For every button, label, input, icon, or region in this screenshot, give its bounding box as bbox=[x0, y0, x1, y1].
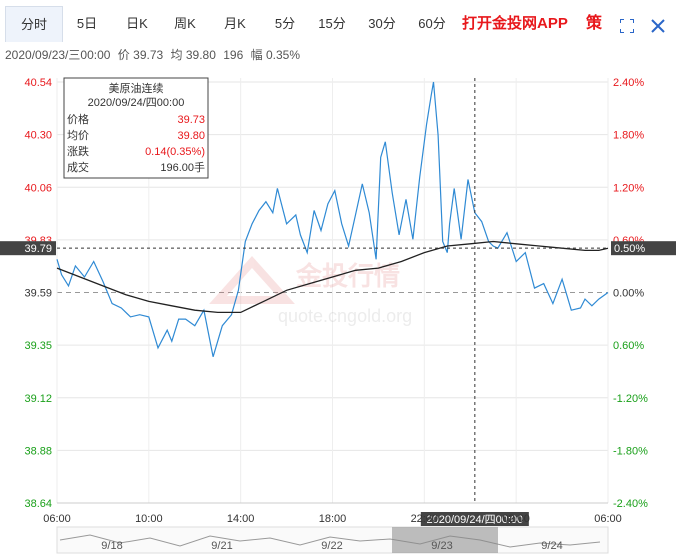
navigator-date-label: 9/21 bbox=[211, 540, 232, 552]
x-axis: 06:00 10:00 14:00 18:00 22:00 02:00 06:00 bbox=[43, 513, 622, 525]
tooltip-row-value: 196.00手 bbox=[160, 160, 205, 174]
x-tick-label: 06:00 bbox=[43, 513, 71, 525]
y-tick-price: 39.35 bbox=[24, 340, 52, 352]
info-price: 39.73 bbox=[133, 48, 164, 62]
navigator-date-label: 9/22 bbox=[321, 540, 342, 552]
crosshair-price-bg bbox=[0, 241, 56, 256]
tab-monthly-k[interactable]: 月K bbox=[224, 16, 246, 31]
info-avg: 39.80 bbox=[185, 48, 216, 62]
navigator: 9/18 9/21 9/22 9/23 9/24 bbox=[56, 526, 609, 554]
y-axis-right: 2.40%1.80%1.20%0.60%0.00%0.60%-1.20%-1.8… bbox=[613, 77, 648, 510]
price-line bbox=[56, 81, 609, 357]
navigator-date-label: 9/24 bbox=[541, 540, 562, 552]
y-tick-pct: 2.40% bbox=[613, 77, 644, 89]
x-tick-label: 06:00 bbox=[594, 513, 622, 525]
crosshair-pct: 0.50% bbox=[614, 243, 645, 255]
info-range: 0.35% bbox=[265, 48, 301, 62]
tooltip-row-value: 39.73 bbox=[177, 114, 205, 126]
crosshair-time: 2020/09/24/四00:00 bbox=[427, 514, 524, 526]
tab-daily-k[interactable]: 日K bbox=[126, 16, 148, 31]
chart-grid bbox=[56, 78, 609, 504]
y-tick-price: 40.54 bbox=[24, 77, 52, 89]
crosshair-price: 39.79 bbox=[24, 243, 52, 255]
tooltip-frame bbox=[63, 77, 209, 179]
x-tick-label: 22:00 bbox=[411, 513, 439, 525]
tooltip-row-label: 价格 bbox=[67, 112, 89, 126]
tooltip-row-label: 成交 bbox=[67, 160, 89, 174]
y-tick-pct: 1.80% bbox=[613, 130, 644, 142]
chart-series bbox=[56, 81, 609, 357]
crosshair: 39.79 0.50% 2020/09/24/四00:00 bbox=[0, 78, 676, 526]
crosshair-pct-bg bbox=[611, 241, 676, 256]
y-tick-pct: 0.00% bbox=[613, 288, 644, 300]
tooltip-row-label: 均价 bbox=[67, 129, 89, 142]
tab-intraday[interactable]: 分时 bbox=[5, 6, 63, 42]
y-tick-pct: -1.20% bbox=[613, 393, 648, 405]
tooltip-row-value: 39.80 bbox=[177, 130, 205, 142]
info-avg-label: 均 bbox=[170, 48, 183, 62]
tab-30min[interactable]: 30分 bbox=[368, 16, 396, 31]
y-tick-price: 38.88 bbox=[24, 445, 52, 457]
x-tick-label: 10:00 bbox=[135, 513, 163, 525]
tab-15min[interactable]: 15分 bbox=[318, 16, 346, 31]
tab-5min[interactable]: 5分 bbox=[274, 16, 296, 31]
y-tick-pct: -2.40% bbox=[613, 498, 648, 510]
watermark-url: quote.cngold.org bbox=[278, 306, 412, 326]
navigator-date-label: 9/23 bbox=[431, 540, 452, 552]
info-bar: 2020/09/23/三00:00 价 39.73 均 39.80 196 幅 … bbox=[5, 46, 300, 63]
y-tick-price: 39.12 bbox=[24, 393, 52, 405]
navigator-line bbox=[59, 534, 601, 548]
x-tick-label: 02:00 bbox=[502, 513, 530, 525]
info-range-label: 幅 bbox=[250, 48, 263, 62]
navigator-frame bbox=[56, 526, 609, 554]
navigator-selection bbox=[392, 527, 498, 553]
info-datetime: 2020/09/23/三00:00 bbox=[5, 48, 111, 62]
tooltip-row-label: 涨跌 bbox=[67, 144, 89, 158]
period-tabs: 分时 5日 日K 周K 月K 5分 15分 30分 60分 打开金投网APP 策 bbox=[0, 6, 676, 42]
x-tick-label: 14:00 bbox=[227, 513, 255, 525]
close-icon[interactable] bbox=[651, 19, 665, 33]
y-tick-pct: 0.60% bbox=[613, 340, 644, 352]
open-app-link[interactable]: 打开金投网APP bbox=[462, 15, 568, 32]
y-axis-left: 40.5440.3040.0639.8339.5939.3539.1238.88… bbox=[24, 77, 52, 510]
tooltip-datetime: 2020/09/24/四00:00 bbox=[88, 97, 185, 109]
crosshair-time-bg bbox=[420, 512, 529, 526]
y-tick-price: 40.30 bbox=[24, 130, 52, 142]
y-tick-price: 39.59 bbox=[24, 288, 52, 300]
policy-button[interactable]: 策 bbox=[586, 15, 603, 32]
x-tick-label: 18:00 bbox=[319, 513, 347, 525]
average-line bbox=[56, 240, 609, 314]
info-vol: 196 bbox=[223, 48, 244, 62]
tooltip-title: 美原油连续 bbox=[109, 81, 164, 95]
tab-weekly-k[interactable]: 周K bbox=[174, 16, 196, 31]
watermark-logo bbox=[209, 256, 295, 304]
y-tick-price: 38.64 bbox=[24, 498, 52, 510]
watermark-name: 金投行情 bbox=[295, 261, 400, 291]
tooltip-box: 美原油连续 2020/09/24/四00:00 价格 39.73 均价 39.80 涨跌… bbox=[63, 77, 209, 179]
navigator-date-label: 9/18 bbox=[101, 540, 122, 552]
watermark: 金投行情 quote.cngold.org bbox=[209, 256, 412, 326]
y-tick-pct: -1.80% bbox=[613, 445, 648, 457]
tab-5day[interactable]: 5日 bbox=[76, 16, 98, 31]
y-tick-price: 40.06 bbox=[24, 182, 52, 194]
y-tick-pct: 1.20% bbox=[613, 182, 644, 194]
tab-60min[interactable]: 60分 bbox=[418, 16, 446, 31]
tooltip-row-value: 0.14(0.35%) bbox=[145, 146, 205, 158]
info-price-label: 价 bbox=[117, 48, 130, 62]
